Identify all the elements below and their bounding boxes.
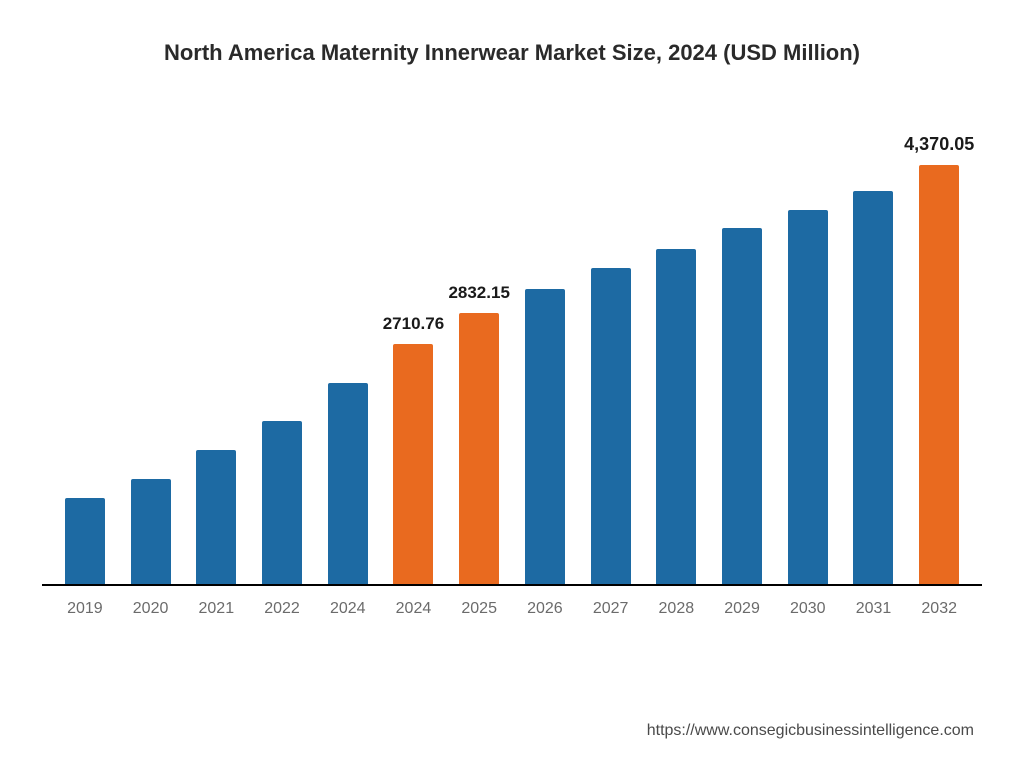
x-axis-label: 2022 [249,590,315,626]
x-axis-label: 2029 [709,590,775,626]
x-axis-label: 2028 [643,590,709,626]
bar [459,313,499,584]
bar-wrap: 4,370.05 [906,124,972,584]
bar [525,289,565,584]
chart-area: 2710.762832.154,370.05 20192020202120222… [42,106,982,626]
bar-wrap [643,124,709,584]
bar [656,249,696,584]
bar-wrap [249,124,315,584]
x-axis-label: 2025 [446,590,512,626]
bar-wrap [52,124,118,584]
bar-wrap: 2832.15 [446,124,512,584]
source-url: https://www.consegicbusinessintelligence… [647,722,974,740]
bar [788,210,828,584]
bar [196,450,236,584]
x-axis-label: 2032 [906,590,972,626]
bar-wrap [709,124,775,584]
bar [131,479,171,584]
x-axis-label: 2031 [841,590,907,626]
bar [853,191,893,584]
bar [591,268,631,584]
x-axis-label: 2021 [183,590,249,626]
x-axis-baseline [42,584,982,586]
x-axis-label: 2030 [775,590,841,626]
x-axis-label: 2026 [512,590,578,626]
bar [919,165,959,584]
bar [722,228,762,585]
bar [393,344,433,584]
bars-group: 2710.762832.15 4,370.05 [42,124,982,584]
bar [262,421,302,584]
bar-wrap [512,124,578,584]
chart-title: North America Maternity Innerwear Market… [30,40,994,66]
bar-wrap [118,124,184,584]
bar-wrap [841,124,907,584]
chart-container: North America Maternity Innerwear Market… [0,0,1024,768]
bar-wrap [578,124,644,584]
bar [328,383,368,584]
bar [65,498,105,584]
bar-data-label: 4,370.05 [904,134,974,155]
bar-data-label: 2832.15 [448,283,509,303]
bar-wrap [775,124,841,584]
bar-data-label: 2710.76 [383,314,444,334]
x-axis-label: 2019 [52,590,118,626]
x-axis-label: 2024 [315,590,381,626]
x-axis-labels: 2019202020212022202420242025202620272028… [42,590,982,626]
x-axis-label: 2020 [118,590,184,626]
x-axis-label: 2024 [381,590,447,626]
x-axis-label: 2027 [578,590,644,626]
bar-wrap [183,124,249,584]
bar-wrap: 2710.76 [381,124,447,584]
bar-wrap [315,124,381,584]
